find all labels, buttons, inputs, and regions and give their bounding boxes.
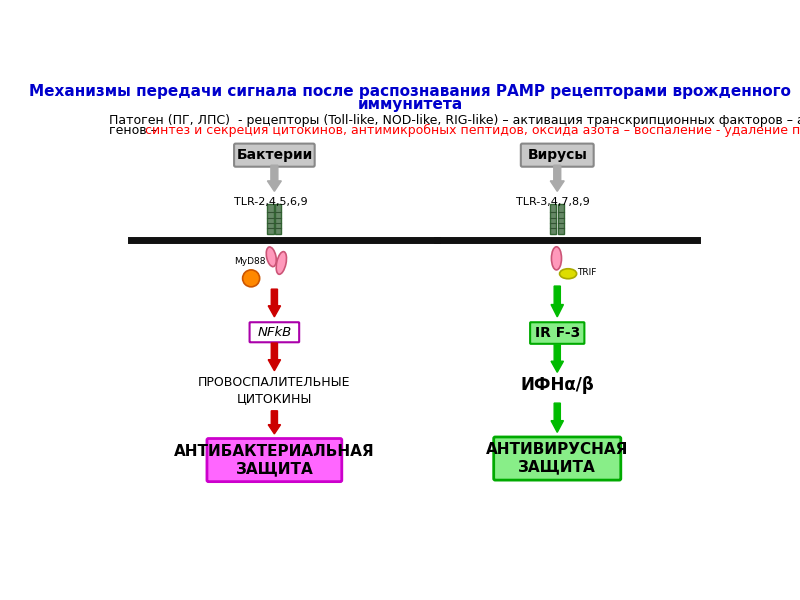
Text: IR F-3: IR F-3 (534, 326, 580, 340)
Text: генов –: генов – (110, 124, 161, 137)
FancyBboxPatch shape (234, 143, 314, 167)
Polygon shape (550, 165, 564, 191)
Bar (550, 205, 557, 233)
Polygon shape (268, 289, 281, 317)
Text: TLR-2,4,5,6,9: TLR-2,4,5,6,9 (234, 197, 307, 207)
Polygon shape (551, 403, 563, 433)
Circle shape (242, 270, 260, 287)
Text: синтез и секреция цитокинов, антимикробных пептидов, оксида азота – воспаление -: синтез и секреция цитокинов, антимикробн… (145, 124, 800, 137)
Text: АНТИВИРУСНАЯ
ЗАЩИТА: АНТИВИРУСНАЯ ЗАЩИТА (486, 442, 629, 475)
Text: TLR-3,4,7,8,9: TLR-3,4,7,8,9 (517, 197, 590, 207)
FancyBboxPatch shape (521, 143, 594, 167)
Bar (275, 205, 282, 233)
Text: Патоген (ПГ, ЛПС)  - рецепторы (Toll-like, NOD-like, RIG-like) – активация транс: Патоген (ПГ, ЛПС) - рецепторы (Toll-like… (110, 115, 800, 127)
Ellipse shape (266, 247, 276, 266)
Polygon shape (267, 165, 282, 191)
Text: АНТИБАКТЕРИАЛЬНАЯ
ЗАЩИТА: АНТИБАКТЕРИАЛЬНАЯ ЗАЩИТА (174, 444, 374, 476)
Text: ПРОВОСПАЛИТЕЛЬНЫЕ
ЦИТОКИНЫ: ПРОВОСПАЛИТЕЛЬНЫЕ ЦИТОКИНЫ (198, 376, 350, 405)
Text: Вирусы: Вирусы (527, 148, 587, 162)
FancyBboxPatch shape (207, 439, 342, 482)
Text: Бактерии: Бактерии (236, 148, 313, 162)
Text: TRIF: TRIF (577, 268, 596, 277)
Polygon shape (268, 411, 281, 434)
Bar (558, 205, 564, 233)
Polygon shape (551, 286, 563, 317)
Ellipse shape (551, 247, 562, 270)
Text: Механизмы передачи сигнала после распознавания РАМР рецепторами врожденного: Механизмы передачи сигнала после распозн… (29, 83, 791, 98)
Polygon shape (551, 344, 563, 372)
Ellipse shape (276, 251, 286, 274)
Bar (267, 205, 274, 233)
FancyBboxPatch shape (530, 322, 584, 344)
FancyBboxPatch shape (494, 437, 621, 480)
Ellipse shape (559, 269, 577, 279)
Text: MyD88: MyD88 (234, 257, 266, 266)
Text: NFkB: NFkB (258, 326, 291, 339)
Text: ИФНα/β: ИФНα/β (520, 376, 594, 394)
Polygon shape (268, 343, 281, 371)
Text: иммунитета: иммунитета (358, 97, 462, 112)
FancyBboxPatch shape (250, 322, 299, 342)
